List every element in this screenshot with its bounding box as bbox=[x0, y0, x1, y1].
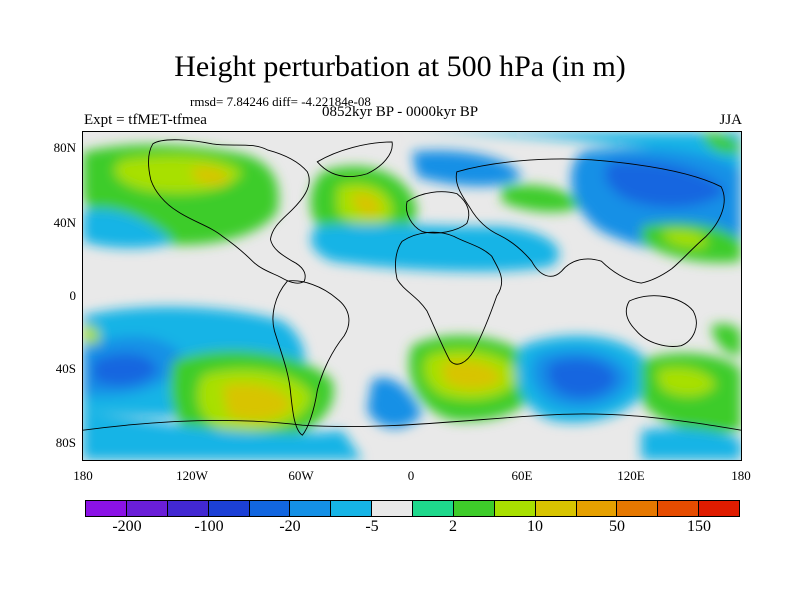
experiment-label: Expt = tfMET-tfmea bbox=[84, 112, 207, 128]
lon-tick-label: 120E bbox=[617, 468, 645, 483]
lon-tick-label: 60W bbox=[288, 468, 314, 483]
antarctica-coast bbox=[83, 413, 741, 431]
lon-tick-label: 60E bbox=[511, 468, 533, 483]
north-america-coast bbox=[147, 139, 310, 284]
colorbar-box bbox=[658, 501, 700, 516]
colorbar-label: -20 bbox=[279, 518, 301, 535]
colorbar-box bbox=[699, 501, 739, 516]
colorbar-label: -100 bbox=[194, 518, 224, 535]
colorbar-box bbox=[617, 501, 659, 516]
asia-coast bbox=[455, 158, 725, 284]
colorbar-box bbox=[249, 501, 291, 516]
colorbar-box bbox=[290, 501, 332, 516]
colorbar-box bbox=[331, 501, 373, 516]
colorbar-box bbox=[494, 501, 536, 516]
greenland-coast bbox=[316, 141, 393, 177]
lon-tick-label: 180 bbox=[731, 468, 751, 483]
lon-tick-label: 120W bbox=[176, 468, 208, 483]
colorbar bbox=[85, 500, 740, 517]
period-label: 0852kyr BP - 0000kyr BP bbox=[322, 104, 479, 120]
coastlines bbox=[83, 139, 741, 436]
europe-coast bbox=[405, 191, 470, 234]
colorbar-label: 150 bbox=[687, 518, 711, 535]
colorbar-box bbox=[372, 501, 413, 516]
lat-tick-label: 0 bbox=[69, 288, 77, 303]
lat-tick-label: 80N bbox=[53, 140, 76, 155]
colorbar-label: 2 bbox=[449, 518, 457, 535]
chart-title: Height perturbation at 500 hPa (in m) bbox=[174, 50, 626, 83]
season-label: JJA bbox=[719, 112, 742, 128]
colorbar-box bbox=[453, 501, 495, 516]
colorbar-box bbox=[126, 501, 168, 516]
colorbar-box bbox=[86, 501, 127, 516]
colorbar-box bbox=[208, 501, 250, 516]
colorbar-label: 50 bbox=[609, 518, 625, 535]
lat-tick-label: 40N bbox=[53, 215, 76, 230]
map-panel bbox=[82, 131, 742, 461]
colorbar-box bbox=[576, 501, 618, 516]
colorbar-label: -200 bbox=[112, 518, 142, 535]
field-contours bbox=[83, 132, 741, 460]
lon-tick-label: 180 bbox=[73, 468, 93, 483]
colorbar-box bbox=[413, 501, 454, 516]
lat-tick-label: 80S bbox=[55, 435, 76, 450]
colorbar-box bbox=[167, 501, 209, 516]
colorbar-label: -5 bbox=[365, 518, 379, 535]
lat-tick-label: 40S bbox=[55, 361, 76, 376]
stats-line: rmsd= 7.84246 diff= -4.22184e-08 bbox=[190, 94, 371, 109]
colorbar-label: 10 bbox=[527, 518, 543, 535]
lon-tick-label: 0 bbox=[407, 468, 415, 483]
colorbar-box bbox=[535, 501, 577, 516]
south-america-coast bbox=[272, 280, 350, 436]
australia-coast bbox=[625, 295, 697, 347]
africa-coast bbox=[395, 231, 503, 365]
